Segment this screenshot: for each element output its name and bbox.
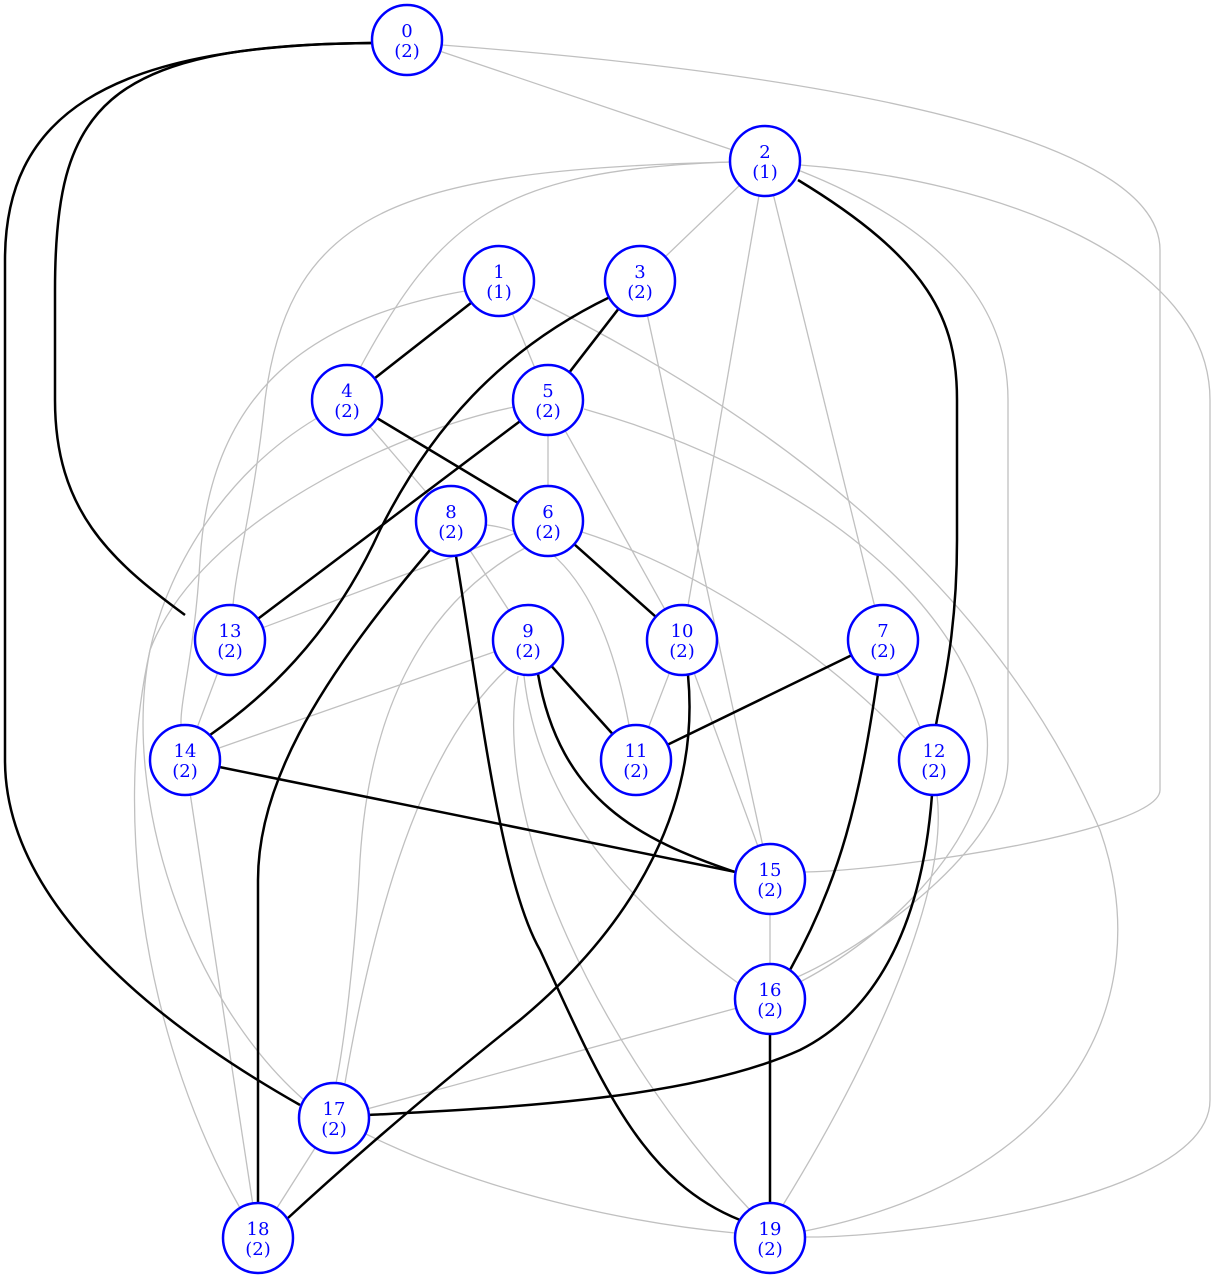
node-degree: (2) — [535, 401, 561, 422]
edge-9-14 — [218, 652, 495, 749]
node-degree: (2) — [172, 761, 198, 782]
node-degree: (1) — [486, 282, 512, 303]
node-4: 4(2) — [312, 365, 382, 435]
edge-2-16 — [795, 170, 1008, 978]
edge-0-15 — [442, 45, 1160, 872]
node-15: 15(2) — [735, 844, 805, 914]
node-5: 5(2) — [513, 365, 583, 435]
node-degree: (2) — [321, 1119, 347, 1140]
node-label: 11 — [625, 741, 648, 762]
node-degree: (2) — [394, 41, 420, 62]
node-label: 0 — [401, 21, 412, 42]
node-3: 3(2) — [605, 246, 675, 316]
node-11: 11(2) — [601, 725, 671, 795]
edge-12-17 — [369, 795, 932, 1115]
node-7: 7(2) — [848, 605, 918, 675]
node-label: 19 — [759, 1219, 782, 1240]
node-degree: (2) — [334, 401, 360, 422]
edge-10-15 — [694, 673, 758, 846]
node-label: 4 — [341, 381, 352, 402]
edge-0-13 — [55, 43, 372, 615]
node-label: 8 — [445, 502, 456, 523]
node-0: 0(2) — [372, 5, 442, 75]
edge-13-14 — [197, 673, 217, 727]
node-label: 2 — [759, 142, 770, 163]
node-8: 8(2) — [416, 486, 486, 556]
node-degree: (1) — [752, 162, 778, 183]
node-label: 18 — [247, 1219, 270, 1240]
edge-2-3 — [665, 185, 740, 257]
node-degree: (2) — [627, 282, 653, 303]
node-16: 16(2) — [735, 964, 805, 1034]
node-degree: (2) — [245, 1239, 271, 1260]
edges-layer — [5, 43, 1210, 1237]
edge-2-10 — [688, 196, 759, 606]
edge-1-4 — [375, 303, 472, 379]
edge-3-5 — [569, 309, 618, 373]
node-label: 7 — [877, 621, 888, 642]
edge-4-18 — [134, 418, 317, 1208]
edge-2-4 — [360, 162, 730, 368]
node-degree: (2) — [623, 761, 649, 782]
nodes-layer: 0(2)1(1)2(1)3(2)4(2)5(2)6(2)7(2)8(2)9(2)… — [150, 5, 969, 1273]
edge-16-17 — [368, 1008, 736, 1109]
edge-2-19 — [800, 165, 1210, 1237]
node-degree: (2) — [757, 1239, 783, 1260]
node-degree: (2) — [669, 641, 695, 662]
node-label: 14 — [174, 741, 197, 762]
node-degree: (2) — [217, 641, 243, 662]
edge-0-2 — [440, 51, 732, 150]
edge-7-16 — [790, 674, 878, 970]
node-2: 2(1) — [730, 126, 800, 196]
edge-8-9 — [470, 550, 509, 610]
node-label: 16 — [759, 980, 782, 1001]
node-label: 5 — [542, 381, 553, 402]
edge-9-11 — [551, 666, 612, 734]
node-label: 9 — [522, 621, 533, 642]
node-13: 13(2) — [195, 605, 265, 675]
node-degree: (2) — [921, 761, 947, 782]
node-label: 15 — [759, 860, 782, 881]
node-12: 12(2) — [899, 725, 969, 795]
node-degree: (2) — [757, 1000, 783, 1021]
node-1: 1(1) — [464, 246, 534, 316]
node-label: 10 — [671, 621, 694, 642]
node-label: 12 — [923, 741, 946, 762]
node-degree: (2) — [757, 880, 783, 901]
node-degree: (2) — [515, 641, 541, 662]
node-17: 17(2) — [299, 1083, 369, 1153]
node-10: 10(2) — [647, 605, 717, 675]
node-degree: (2) — [535, 522, 561, 543]
node-label: 13 — [219, 621, 242, 642]
edge-7-12 — [897, 672, 921, 728]
node-label: 3 — [634, 262, 645, 283]
node-label: 17 — [323, 1099, 346, 1120]
node-14: 14(2) — [150, 725, 220, 795]
edge-1-5 — [512, 313, 534, 367]
node-degree: (2) — [870, 641, 896, 662]
node-9: 9(2) — [493, 605, 563, 675]
node-6: 6(2) — [513, 486, 583, 556]
edge-10-11 — [649, 673, 670, 728]
node-18: 18(2) — [223, 1203, 293, 1273]
edge-14-18 — [190, 795, 252, 1204]
node-degree: (2) — [438, 522, 464, 543]
node-19: 19(2) — [735, 1203, 805, 1273]
node-label: 6 — [542, 502, 553, 523]
node-label: 1 — [493, 262, 504, 283]
edge-9-16 — [524, 676, 738, 983]
edge-12-19 — [783, 795, 938, 1205]
